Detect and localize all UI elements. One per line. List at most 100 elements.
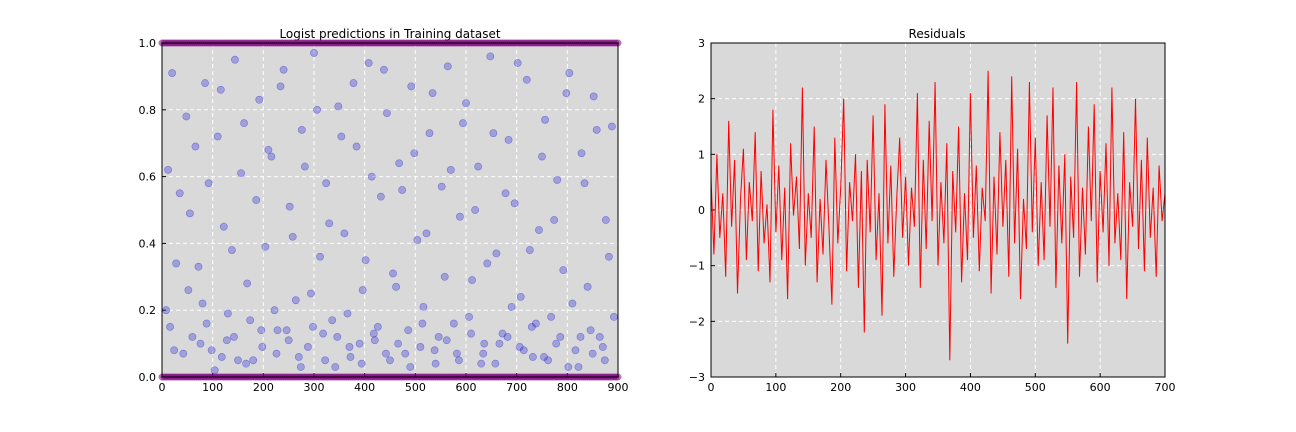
- scatter-point: [249, 356, 258, 365]
- scatter-point: [340, 229, 349, 238]
- scatter-point: [446, 166, 455, 174]
- y-tick-label: 0.0: [139, 371, 157, 384]
- scatter-point: [562, 89, 571, 97]
- x-tick-label: 800: [557, 381, 578, 394]
- x-tick-label: 500: [1025, 381, 1046, 394]
- scatter-point: [343, 309, 352, 318]
- scatter-point: [364, 59, 373, 67]
- scatter-point: [574, 363, 583, 371]
- scatter-point: [313, 105, 321, 114]
- x-tick-label: 700: [506, 381, 527, 394]
- scatter-point: [592, 125, 601, 134]
- scatter-point: [261, 242, 270, 251]
- scatter-point: [516, 292, 525, 301]
- scatter-point: [547, 312, 556, 321]
- scatter-point: [237, 169, 245, 178]
- scatter-point: [185, 209, 194, 218]
- scatter-point: [291, 296, 300, 305]
- scatter-point: [304, 343, 312, 351]
- scatter-point: [571, 346, 580, 355]
- scatter-point: [430, 346, 439, 355]
- scatter-point: [601, 216, 610, 224]
- scatter-point: [428, 89, 437, 97]
- x-tick-labels: 0 100 200 300 400 500 600 700: [708, 381, 1176, 394]
- scatter-point: [553, 176, 562, 184]
- scatter-point: [191, 142, 200, 151]
- scatter-point: [541, 115, 549, 124]
- scatter-point: [228, 246, 236, 254]
- y-tick-label: 1.0: [139, 37, 157, 50]
- scatter-point: [404, 326, 413, 335]
- y-tick-label: 3: [698, 37, 705, 50]
- scatter-point: [361, 256, 370, 264]
- scatter-point: [479, 349, 488, 358]
- scatter-point: [349, 79, 358, 87]
- scatter-point: [501, 189, 510, 198]
- scatter-point: [319, 329, 328, 338]
- scatter-point: [538, 152, 546, 161]
- scatter-point: [580, 179, 589, 188]
- scatter-point: [422, 229, 431, 238]
- scatter-point: [188, 333, 197, 341]
- scatter-point: [223, 309, 232, 318]
- y-tick-label: 0.6: [139, 171, 157, 184]
- scatter-point: [550, 216, 559, 224]
- scatter-point: [437, 182, 446, 191]
- scatter-point: [522, 75, 531, 84]
- scatter-point: [586, 326, 595, 335]
- scatter-point: [267, 152, 276, 161]
- scatter-point: [264, 145, 273, 154]
- y-tick-label: 0: [698, 204, 705, 217]
- scatter-point: [389, 269, 397, 278]
- scatter-point: [442, 336, 451, 345]
- plot-frame: [161, 42, 619, 378]
- scatter-point: [465, 312, 473, 321]
- scatter-point: [258, 343, 267, 351]
- scatter-point: [456, 212, 464, 221]
- scatter-point: [527, 322, 536, 331]
- residual-line: [710, 70, 1166, 361]
- x-tick-labels: 0 100 200 300 400 500 600 700 800 900: [159, 381, 629, 394]
- scatter-point: [162, 306, 170, 315]
- y-tick-labels: 0.0 0.2 0.4 0.6 0.8 1.0: [139, 37, 157, 384]
- scatter-point: [296, 363, 305, 371]
- scatter-point: [345, 343, 354, 351]
- scatter-point: [519, 346, 528, 355]
- scatter-point: [282, 326, 291, 335]
- x-tick-label: 300: [304, 381, 325, 394]
- scatter-point: [325, 219, 334, 228]
- scatter-point: [513, 59, 522, 67]
- scatter-point: [559, 266, 568, 275]
- scatter-point: [507, 302, 516, 311]
- scatter-point: [459, 119, 467, 128]
- scatter-point: [213, 132, 222, 141]
- chart-title: Logist predictions in Training dataset: [279, 27, 500, 41]
- scatter-point: [467, 329, 475, 338]
- scatter-point: [252, 196, 261, 204]
- scatter-point: [608, 122, 616, 131]
- x-tick-label: 0: [708, 381, 715, 394]
- scatter-point: [425, 129, 434, 138]
- x-tick-label: 400: [354, 381, 375, 394]
- scatter-point: [217, 353, 226, 361]
- y-tick-label: 1: [698, 148, 705, 161]
- scatter-point: [480, 339, 489, 348]
- scatter-point: [462, 99, 470, 108]
- scatter-point: [449, 319, 458, 328]
- scatter-point: [394, 339, 403, 348]
- scatter-point: [246, 316, 255, 325]
- scatter-point: [222, 336, 231, 345]
- scatter-point: [182, 112, 191, 121]
- scatter-point: [294, 353, 303, 361]
- scatter-point: [455, 356, 463, 365]
- scatter-point: [492, 249, 501, 258]
- scatter-point: [202, 319, 211, 328]
- scatter-point: [576, 333, 585, 341]
- scatter-point: [337, 132, 346, 141]
- scatter-point: [406, 363, 415, 371]
- scatter-point: [255, 95, 264, 104]
- chart-title: Residuals: [909, 27, 966, 41]
- scatter-point: [486, 52, 495, 61]
- scatter-point: [198, 299, 207, 308]
- scatter-point: [184, 286, 193, 295]
